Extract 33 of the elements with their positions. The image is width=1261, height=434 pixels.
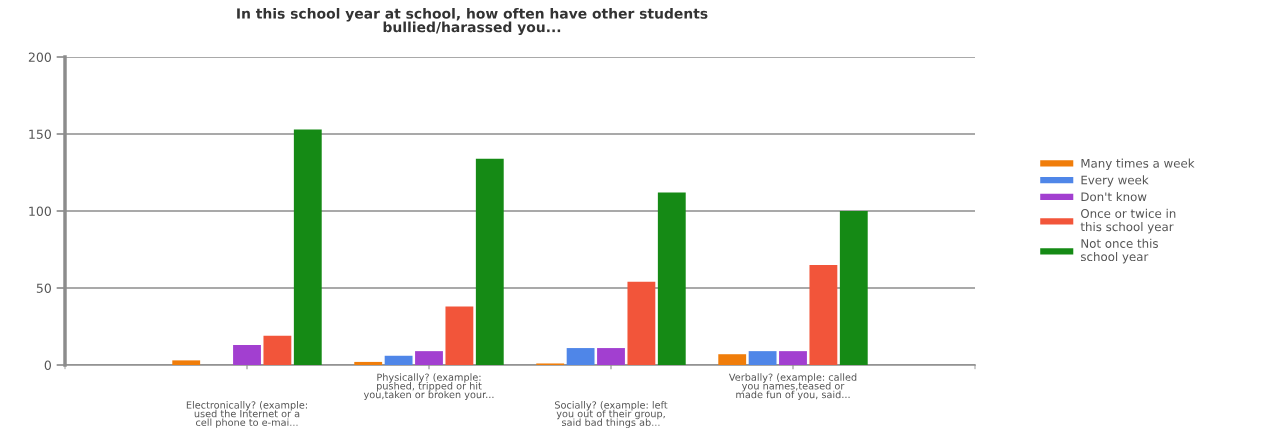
bar	[354, 361, 383, 365]
bar	[475, 158, 504, 365]
bar	[415, 351, 443, 365]
x-tick-label: Verbally? (example: called you names,teased or made fun of you, said...	[728, 373, 857, 401]
y-tick-label: 0	[44, 360, 51, 370]
y-tick-label: 50	[36, 283, 51, 293]
legend-label: Not once this school year	[1081, 238, 1158, 264]
bar	[566, 348, 595, 365]
bar	[779, 351, 807, 365]
bar	[597, 348, 625, 365]
y-tick-label: 150	[29, 129, 51, 139]
legend-label: Every week	[1081, 175, 1149, 187]
bar	[839, 211, 868, 365]
legend-label: Many times a week	[1081, 158, 1195, 171]
legend-label: Don't know	[1081, 192, 1147, 202]
bar	[263, 335, 292, 365]
bar	[627, 281, 656, 365]
bar	[809, 264, 838, 365]
y-tick-label: 100	[29, 206, 51, 216]
bar	[657, 192, 686, 365]
bar	[718, 354, 747, 365]
bar	[233, 344, 261, 365]
bar	[445, 306, 474, 365]
x-tick-label: Physically? (example: pushed, tripped or hit you,taken or broken your...	[363, 373, 494, 401]
bar	[172, 360, 201, 365]
x-tick-label: Socially? (example: left you out of their group, said bad things ab...	[555, 401, 668, 428]
legend-label: Once or twice in this school year	[1080, 208, 1176, 234]
y-tick-label: 200	[28, 52, 51, 62]
bar	[748, 351, 777, 365]
x-tick-label: Electronically? (example: used the Internet or a cell phone to e-mai...	[186, 401, 307, 428]
chart-title: In this school year at school, how often have other students bullied/harassed you...	[237, 8, 708, 36]
bar	[384, 355, 413, 365]
bar	[293, 129, 322, 365]
